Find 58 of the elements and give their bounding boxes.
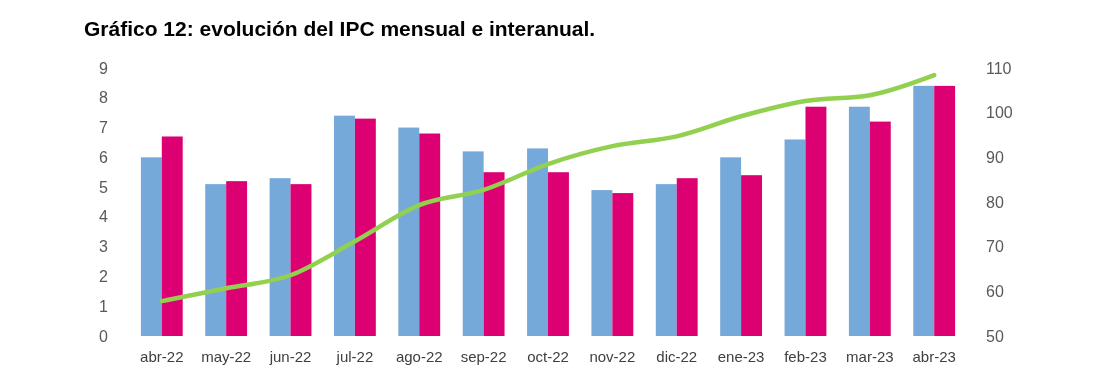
bar (419, 133, 441, 336)
bar (548, 172, 569, 336)
x-tick-label: ago-22 (395, 348, 443, 365)
x-tick-label: ene-23 (717, 348, 765, 365)
x-tick-label: abr-22 (140, 348, 184, 365)
y2-tick-label: 100 (986, 104, 1013, 122)
x-tick-label: sep-22 (460, 348, 507, 365)
bar (140, 157, 162, 336)
y-tick-label: 1 (99, 297, 109, 315)
bar (398, 127, 420, 336)
bar (848, 106, 870, 336)
y2-tick-label: 110 (986, 59, 1012, 77)
bar (934, 85, 956, 336)
bar (913, 85, 935, 336)
bar (333, 115, 355, 336)
y-tick-label: 3 (99, 238, 109, 256)
y2-tick-label: 90 (986, 148, 1004, 166)
y2-tick-label: 60 (986, 282, 1004, 300)
bar (741, 175, 763, 336)
x-tick-label: jun-22 (268, 348, 312, 365)
bar (290, 184, 312, 336)
bar (462, 151, 484, 336)
y-tick-label: 8 (99, 89, 109, 107)
y2-tick-label: 50 (986, 327, 1004, 345)
x-tick-label: abr-23 (912, 348, 956, 365)
bar (205, 184, 227, 336)
y-tick-label: 2 (99, 268, 109, 286)
chart-title: Gráfico 12: evolución del IPC mensual e interanual. (84, 17, 596, 40)
y-tick-label: 7 (99, 119, 109, 137)
x-tick-label: mar-23 (846, 348, 894, 365)
bar (354, 118, 376, 336)
bar (591, 190, 613, 336)
bar (161, 136, 183, 336)
bar (784, 139, 806, 336)
line-series (159, 72, 937, 304)
y2-tick-label: 70 (986, 238, 1004, 256)
bar (655, 184, 677, 336)
y-tick-label: 0 (99, 327, 109, 345)
bar (869, 121, 891, 336)
x-tick-label: may-22 (201, 348, 252, 365)
bar (612, 193, 634, 336)
x-tick-label: feb-23 (784, 348, 827, 365)
bar (527, 148, 548, 336)
y-tick-label: 6 (99, 148, 109, 166)
x-tick-label: oct-22 (527, 348, 569, 365)
bar (269, 178, 291, 336)
bar (720, 157, 742, 336)
y2-tick-label: 80 (986, 193, 1004, 211)
x-tick-label: dic-22 (656, 348, 698, 365)
bar (676, 178, 698, 336)
y-tick-label: 5 (99, 178, 109, 196)
bar (483, 172, 505, 336)
bar (805, 106, 827, 336)
y-tick-label: 9 (99, 59, 109, 77)
x-tick-label: jul-22 (335, 348, 374, 365)
x-tick-label: nov-22 (589, 348, 636, 365)
bar (226, 181, 248, 336)
y-tick-label: 4 (99, 208, 109, 226)
